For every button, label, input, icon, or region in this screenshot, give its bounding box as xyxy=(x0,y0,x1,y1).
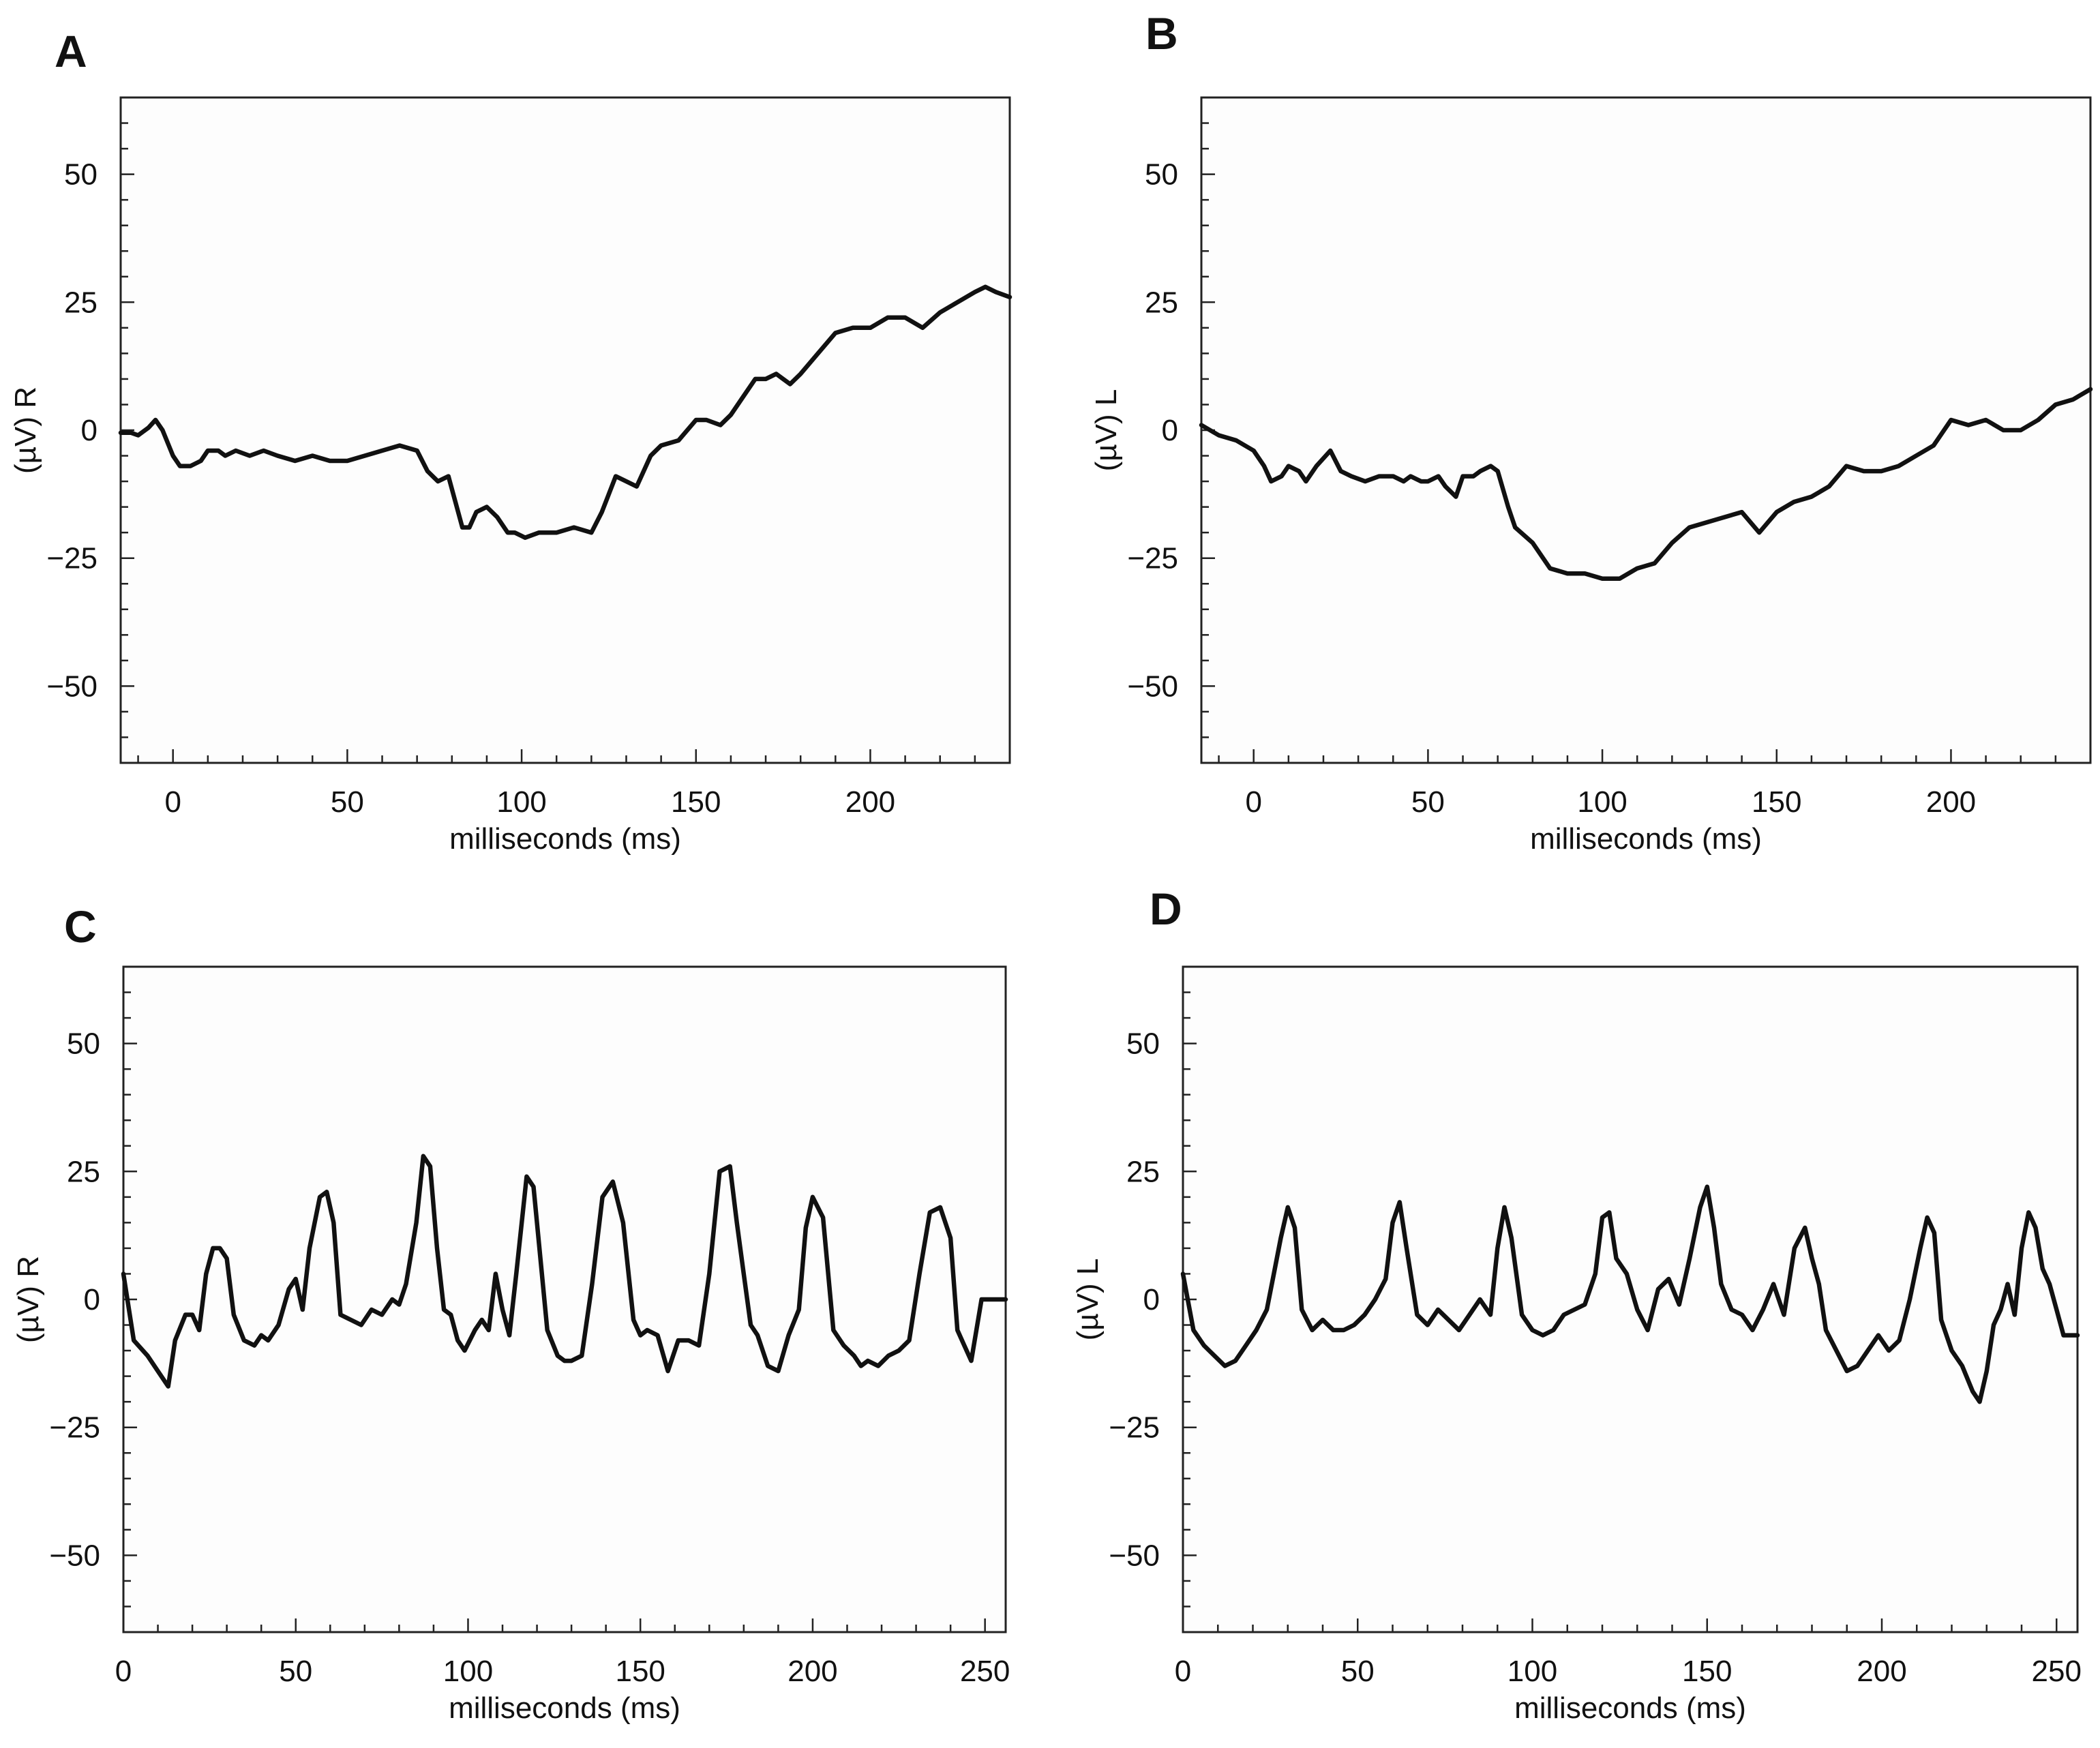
y-tick-label-b: 25 xyxy=(1145,286,1178,319)
x-tick-label-d: 200 xyxy=(1857,1655,1906,1688)
x-axis-title-c: milliseconds (ms) xyxy=(449,1691,680,1725)
x-tick-label-b: 50 xyxy=(1411,785,1445,819)
y-axis-title-d: (µV) L xyxy=(1071,1259,1105,1341)
panel-letter-a: A xyxy=(55,26,87,76)
y-tick-label-b: −25 xyxy=(1127,542,1178,575)
y-tick-label-a: 25 xyxy=(64,286,97,319)
x-tick-label-c: 0 xyxy=(115,1655,132,1688)
panel-letter-d: D xyxy=(1150,884,1182,934)
y-axis-title-c: (µV) R xyxy=(12,1256,45,1343)
y-tick-label-c: 50 xyxy=(67,1027,100,1061)
panel-letter-c: C xyxy=(64,901,97,952)
x-tick-label-c: 100 xyxy=(443,1655,493,1688)
y-tick-label-c: −25 xyxy=(49,1411,100,1445)
y-tick-label-b: 0 xyxy=(1162,414,1178,447)
y-tick-label-d: 0 xyxy=(1143,1283,1160,1316)
x-tick-label-b: 200 xyxy=(1926,785,1976,819)
x-tick-label-d: 100 xyxy=(1508,1655,1557,1688)
x-tick-label-b: 0 xyxy=(1245,785,1261,819)
x-tick-label-d: 250 xyxy=(2032,1655,2082,1688)
x-tick-label-c: 250 xyxy=(960,1655,1010,1688)
y-tick-label-a: −50 xyxy=(46,669,97,703)
y-tick-label-d: −50 xyxy=(1109,1539,1160,1572)
series-line-c xyxy=(121,1154,1008,1389)
y-axis-title-a: (µV) R xyxy=(9,387,42,474)
y-tick-label-b: −50 xyxy=(1127,669,1178,703)
y-tick-label-c: 0 xyxy=(84,1283,100,1316)
panel-b: 50 25 0 −25 −50 0 50 100 150 200 milliseconds (ms)… xyxy=(1090,8,2093,856)
x-axis-title-d: milliseconds (ms) xyxy=(1514,1691,1746,1725)
panel-a: 50 25 0 −25 −50 0 50 100 150 200 milliseconds (ms)… xyxy=(9,26,1012,856)
y-tick-label-a: 0 xyxy=(81,414,97,447)
x-axis-title-a: milliseconds (ms) xyxy=(449,822,681,856)
x-tick-label-d: 150 xyxy=(1682,1655,1732,1688)
plot-frame-c xyxy=(122,965,1007,1633)
x-tick-label-b: 100 xyxy=(1577,785,1627,819)
x-tick-label-b: 150 xyxy=(1752,785,1801,819)
panel-letter-b: B xyxy=(1145,8,1178,59)
y-tick-label-b: 50 xyxy=(1145,158,1178,192)
y-tick-label-d: −25 xyxy=(1109,1411,1160,1445)
x-tick-label-d: 50 xyxy=(1341,1655,1375,1688)
x-tick-label-c: 50 xyxy=(279,1655,312,1688)
y-tick-label-a: −25 xyxy=(46,542,97,575)
x-tick-label-c: 150 xyxy=(615,1655,665,1688)
plot-frame-b xyxy=(1200,96,2092,764)
x-tick-label-c: 200 xyxy=(787,1655,837,1688)
x-axis-title-b: milliseconds (ms) xyxy=(1530,822,1762,856)
y-axis-title-b: (µV) L xyxy=(1090,389,1123,472)
x-tick-label-a: 0 xyxy=(164,785,181,819)
y-tick-label-d: 25 xyxy=(1126,1155,1160,1188)
x-tick-label-a: 150 xyxy=(671,785,721,819)
plot-frame-d xyxy=(1182,965,2079,1633)
plot-frame-a xyxy=(119,96,1011,764)
y-tick-label-a: 50 xyxy=(64,158,97,192)
y-tick-label-c: −50 xyxy=(49,1539,100,1572)
y-tick-label-c: 25 xyxy=(67,1155,100,1188)
x-tick-label-a: 50 xyxy=(331,785,364,819)
series-line-b xyxy=(1199,387,2093,581)
series-line-d xyxy=(1180,1184,2080,1404)
x-tick-label-a: 100 xyxy=(496,785,546,819)
x-tick-label-a: 200 xyxy=(845,785,895,819)
y-tick-label-d: 50 xyxy=(1126,1027,1160,1061)
series-line-a xyxy=(118,284,1012,540)
x-tick-label-d: 0 xyxy=(1175,1655,1191,1688)
